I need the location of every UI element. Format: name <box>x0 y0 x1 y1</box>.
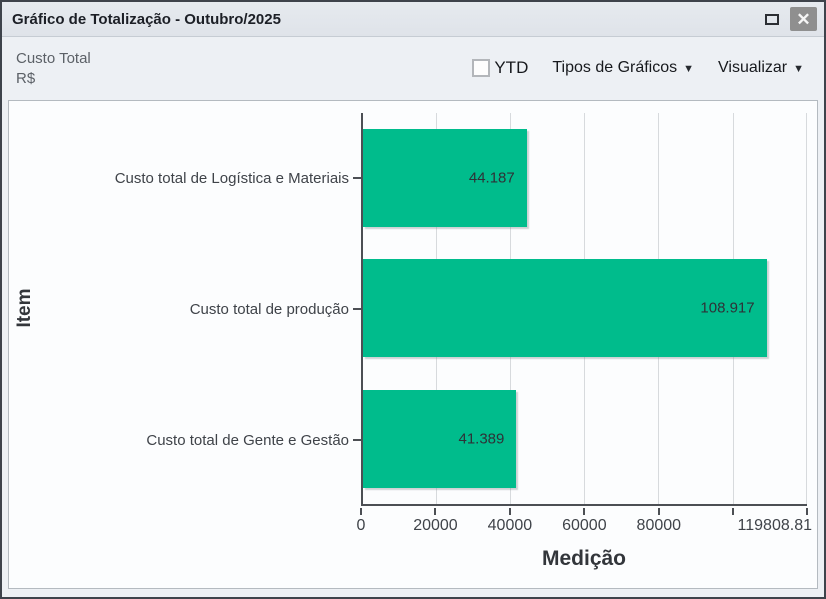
category-row: Custo total de Logística e Materiais <box>9 113 361 244</box>
chevron-down-icon: ▼ <box>793 63 804 75</box>
x-axis-tick <box>434 508 437 515</box>
chevron-down-icon: ▼ <box>683 63 695 75</box>
x-axis-tick <box>732 508 735 515</box>
category-label: Custo total de Gente e Gestão <box>146 431 349 449</box>
bar-value-label: 108.917 <box>700 299 755 317</box>
x-tick-label: 0 <box>356 517 366 534</box>
visualizar-label: Visualizar <box>718 59 788 76</box>
category-label: Custo total de Logística e Materiais <box>114 169 349 187</box>
metric-name: Custo Total <box>16 49 91 67</box>
x-axis-tick <box>508 508 511 515</box>
x-tick-label: 40000 <box>487 517 533 534</box>
x-axis-tick <box>583 508 586 515</box>
bar[interactable]: 41.389 <box>363 389 517 488</box>
bar-band: 44.187 <box>363 113 807 243</box>
chart-types-dropdown[interactable]: Tipos de Gráficos ▼ <box>552 59 694 77</box>
maximize-icon <box>765 13 779 25</box>
close-button[interactable]: ✕ <box>790 7 817 31</box>
x-axis-ticks: 0 20000 40000 60000 80000 119808.81 <box>357 508 812 542</box>
metric-info: Custo Total R$ <box>16 50 91 87</box>
y-axis-tick <box>353 439 361 442</box>
window-controls: ✕ <box>761 7 817 31</box>
chart-header: Custo Total R$ YTD Tipos de Gráficos ▼ V… <box>2 37 824 99</box>
y-axis-tick <box>353 308 361 311</box>
x-tick-label: 60000 <box>562 517 607 534</box>
x-axis-tick <box>360 508 362 515</box>
category-row: Custo total de produção <box>9 244 361 375</box>
ytd-checkbox[interactable] <box>472 59 491 77</box>
window-title: Gráfico de Totalização - Outubro/2025 <box>12 10 281 28</box>
category-row: Custo total de Gente e Gestão <box>9 375 361 506</box>
chart-toolbar: YTD Tipos de Gráficos ▼ Visualizar ▼ <box>472 58 804 78</box>
plot-area: 44.187 108.917 41.389 <box>361 113 807 506</box>
bar-band: 108.917 <box>363 243 807 373</box>
metric-unit: R$ <box>16 69 36 87</box>
visualizar-dropdown[interactable]: Visualizar ▼ <box>718 59 804 77</box>
bar-band: 41.389 <box>363 374 807 504</box>
ytd-label: YTD <box>494 58 529 77</box>
y-axis-tick <box>353 177 361 180</box>
x-tick-label: 20000 <box>413 517 458 534</box>
x-tick-label: 119808.81 <box>737 517 812 534</box>
bar[interactable]: 108.917 <box>363 259 767 358</box>
category-labels: Custo total de Logística e Materiais Cust… <box>9 113 361 506</box>
window-titlebar: Gráfico de Totalização - Outubro/2025 ✕ <box>2 2 824 37</box>
gridline <box>806 113 807 504</box>
category-label: Custo total de produção <box>189 300 349 318</box>
x-axis-tick <box>806 508 808 515</box>
ytd-toggle-group: YTD <box>472 58 528 78</box>
x-axis-title: Medição <box>541 547 627 570</box>
chart-panel: Item Custo total de Logística e Materiai… <box>8 100 818 589</box>
bar-value-label: 41.389 <box>458 430 505 448</box>
bar-value-label: 44.187 <box>468 169 515 187</box>
close-icon: ✕ <box>796 9 811 29</box>
maximize-button[interactable] <box>761 9 783 29</box>
x-tick-label: 80000 <box>636 517 682 534</box>
x-axis-tick <box>657 508 660 515</box>
bar[interactable]: 44.187 <box>363 129 527 228</box>
chart-types-label: Tipos de Gráficos <box>552 59 678 76</box>
